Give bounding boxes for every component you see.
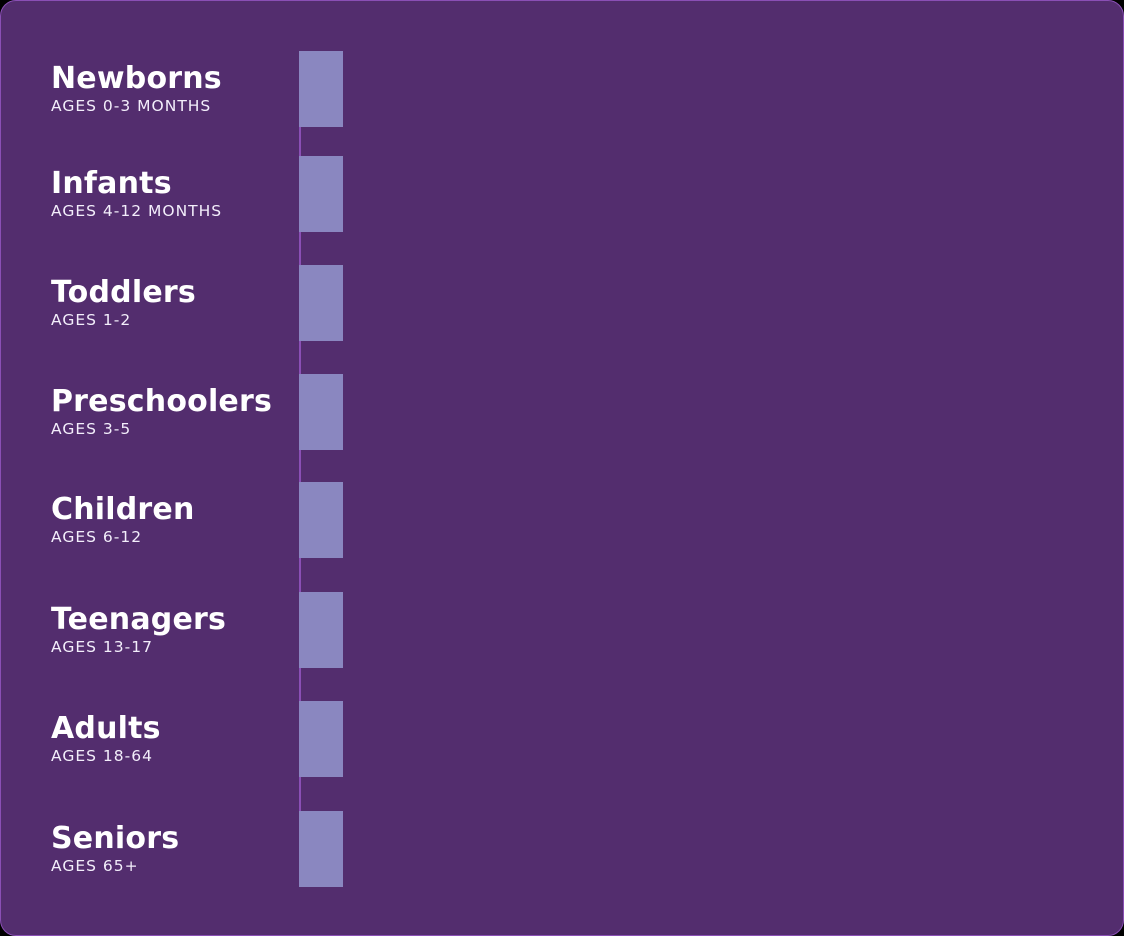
group-title: Seniors <box>51 821 180 856</box>
age-group-children: Children AGES 6-12 <box>1 482 1123 560</box>
age-group-newborns: Newborns AGES 0-3 MONTHS <box>1 51 1123 129</box>
group-title: Preschoolers <box>51 384 273 419</box>
group-title: Newborns <box>51 61 222 96</box>
age-group-seniors: Seniors AGES 65+ <box>1 811 1123 889</box>
group-title: Children <box>51 492 195 527</box>
group-ages: AGES 18-64 <box>51 747 153 765</box>
group-ages: AGES 1-2 <box>51 311 132 329</box>
group-marker-block[interactable] <box>299 265 343 341</box>
group-marker-block[interactable] <box>299 811 343 887</box>
timeline-line <box>299 51 301 887</box>
age-group-infants: Infants AGES 4-12 MONTHS <box>1 156 1123 234</box>
group-title: Teenagers <box>51 602 227 637</box>
group-title: Toddlers <box>51 275 196 310</box>
group-marker-block[interactable] <box>299 156 343 232</box>
group-marker-block[interactable] <box>299 482 343 558</box>
group-ages: AGES 4-12 MONTHS <box>51 202 223 220</box>
age-group-preschoolers: Preschoolers AGES 3-5 <box>1 374 1123 452</box>
age-group-toddlers: Toddlers AGES 1-2 <box>1 265 1123 343</box>
age-group-adults: Adults AGES 18-64 <box>1 701 1123 779</box>
group-title: Infants <box>51 166 172 201</box>
group-ages: AGES 3-5 <box>51 420 132 438</box>
group-marker-block[interactable] <box>299 701 343 777</box>
group-ages: AGES 0-3 MONTHS <box>51 97 212 115</box>
group-marker-block[interactable] <box>299 592 343 668</box>
age-group-teenagers: Teenagers AGES 13-17 <box>1 592 1123 670</box>
group-title: Adults <box>51 711 161 746</box>
group-ages: AGES 6-12 <box>51 528 143 546</box>
group-ages: AGES 13-17 <box>51 638 153 656</box>
group-marker-block[interactable] <box>299 374 343 450</box>
group-marker-block[interactable] <box>299 51 343 127</box>
group-ages: AGES 65+ <box>51 857 139 875</box>
